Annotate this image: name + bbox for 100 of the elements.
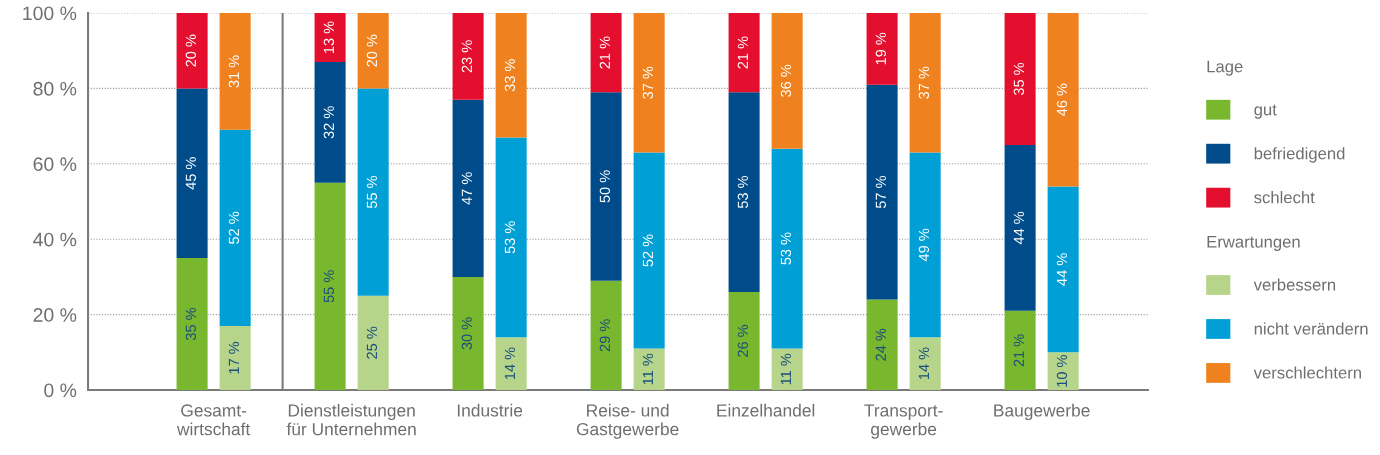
y-tick-label: 40 %: [33, 232, 77, 247]
y-tick-label: 20 %: [33, 308, 77, 322]
data-label: 25 %: [366, 326, 378, 359]
data-label: 49 %: [918, 228, 930, 262]
bar: [728, 92, 760, 292]
bar: [1004, 310, 1036, 390]
data-label: 33 %: [504, 59, 516, 92]
legend-title: Erwartungen: [1207, 236, 1300, 251]
data-label: 29 %: [599, 319, 611, 352]
data-label: 26 %: [737, 324, 749, 357]
y-tick-label: 80 %: [33, 81, 77, 96]
y-tick-label: 100 %: [23, 6, 77, 21]
data-label: 32 %: [323, 106, 335, 139]
bar: [1004, 144, 1036, 311]
bar: [633, 152, 665, 349]
bar: [590, 13, 622, 93]
data-label: 52 %: [642, 234, 654, 267]
bar: [866, 84, 898, 300]
x-tick-label: Dienstleistungen für Unternehmen: [286, 403, 416, 436]
bar: [590, 92, 622, 281]
data-label: 21 %: [599, 36, 610, 69]
bar: [219, 129, 251, 326]
data-label: 23 %: [461, 40, 473, 73]
bar: [357, 13, 389, 89]
bar: [495, 13, 527, 138]
bar: [771, 13, 803, 149]
data-label: 31 %: [228, 55, 240, 88]
bar: [771, 148, 803, 349]
data-label: 53 %: [504, 221, 516, 254]
data-label: 30 %: [461, 317, 473, 350]
y-tick-label: 0 %: [44, 383, 77, 398]
bar: [219, 13, 251, 130]
bar: [590, 280, 622, 390]
data-label: 14 %: [504, 347, 516, 380]
data-label: 17 %: [228, 341, 240, 374]
data-label: 21 %: [737, 36, 748, 69]
bar: [176, 13, 208, 89]
data-label: 53 %: [780, 232, 792, 265]
bar: [176, 258, 208, 390]
bar: [1047, 13, 1079, 187]
data-label: 44 %: [1056, 253, 1068, 286]
data-label: 36 %: [780, 64, 792, 97]
bar: [314, 62, 346, 183]
data-label: 53 %: [737, 175, 749, 209]
bar: [1047, 352, 1079, 390]
data-label: 50 %: [599, 170, 611, 203]
data-label: 11 %: [642, 353, 654, 385]
legend-label: befriedigend: [1254, 147, 1345, 163]
x-tick-label: Transport- gewerbe: [864, 404, 943, 439]
legend-label: verschlechtern: [1253, 366, 1361, 379]
data-label: 52 %: [228, 211, 240, 244]
x-tick-label: Gesamt- wirtschaft: [176, 404, 251, 436]
data-label: 10 %: [1056, 355, 1068, 387]
legend-label: schlecht: [1254, 191, 1315, 204]
bar: [728, 291, 760, 390]
data-label: 14 %: [918, 347, 930, 380]
data-label: 37 %: [642, 66, 654, 99]
data-label: 35 %: [1013, 62, 1025, 96]
bar: [909, 13, 941, 153]
data-label: 20 %: [366, 34, 378, 67]
x-tick-label: Einzelhandel: [717, 403, 815, 417]
data-label: 45 %: [185, 157, 197, 190]
bar: [909, 152, 941, 338]
data-label: 44 %: [1013, 211, 1024, 245]
bar: [452, 276, 484, 390]
bar: [1047, 186, 1079, 353]
data-label: 13 %: [323, 21, 335, 54]
bar: [728, 13, 760, 93]
data-label: 55 %: [366, 175, 378, 209]
bar: [176, 88, 208, 259]
bar: [866, 299, 898, 390]
data-label: 37 %: [918, 66, 930, 99]
bar: [314, 13, 346, 63]
legend-title: Lage: [1207, 60, 1243, 76]
bar: [495, 337, 527, 390]
data-label: 21 %: [1013, 334, 1024, 367]
bar: [495, 137, 527, 338]
x-tick-label: Industrie: [457, 403, 523, 417]
data-label: 46 %: [1056, 83, 1068, 116]
bar: [452, 99, 484, 277]
bar: [633, 13, 665, 153]
bar: [866, 13, 898, 85]
bar: [357, 88, 389, 296]
data-label: 19 %: [875, 32, 887, 65]
y-tick-label: 60 %: [33, 157, 77, 172]
bar: [452, 13, 484, 100]
x-tick-label: Baugewerbe: [994, 403, 1090, 421]
bar: [909, 337, 941, 390]
data-label: 24 %: [875, 328, 886, 361]
data-label: 47 %: [461, 172, 472, 205]
bar: [357, 295, 389, 390]
bar: [1004, 13, 1036, 145]
legend-label: verbessern: [1253, 278, 1336, 291]
bar: [771, 348, 803, 390]
data-label: 55 %: [323, 270, 335, 303]
data-label: 20 %: [185, 34, 197, 67]
bar: [219, 325, 251, 390]
bar: [314, 182, 346, 390]
data-label: 11 %: [780, 353, 792, 385]
data-label: 35 %: [185, 307, 197, 341]
